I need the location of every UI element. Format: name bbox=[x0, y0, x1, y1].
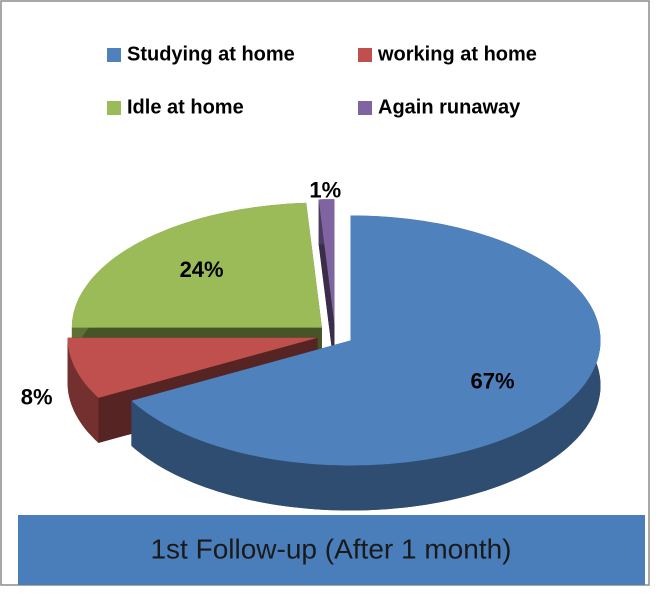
legend: Studying at home working at home Idle at h… bbox=[107, 43, 537, 118]
slice bbox=[67, 337, 318, 398]
slice bbox=[131, 215, 601, 466]
legend-swatch bbox=[358, 101, 372, 115]
data-label: 67% bbox=[470, 368, 514, 393]
title-box bbox=[18, 515, 645, 585]
chart-title: 1st Follow-up (After 1 month) bbox=[150, 533, 511, 564]
pie bbox=[67, 199, 601, 511]
legend-label: Idle at home bbox=[127, 96, 244, 118]
legend-swatch bbox=[358, 48, 372, 62]
data-label: 24% bbox=[180, 257, 224, 282]
data-label: 1% bbox=[309, 178, 341, 203]
data-label: 8% bbox=[21, 385, 53, 410]
legend-label: Studying at home bbox=[127, 43, 295, 65]
slice bbox=[318, 199, 335, 325]
legend-swatch bbox=[107, 48, 121, 62]
legend-label: working at home bbox=[377, 43, 537, 65]
slice-rim bbox=[67, 337, 99, 443]
legend-swatch bbox=[107, 101, 121, 115]
legend-label: Again runaway bbox=[378, 96, 521, 118]
slice bbox=[71, 202, 322, 328]
